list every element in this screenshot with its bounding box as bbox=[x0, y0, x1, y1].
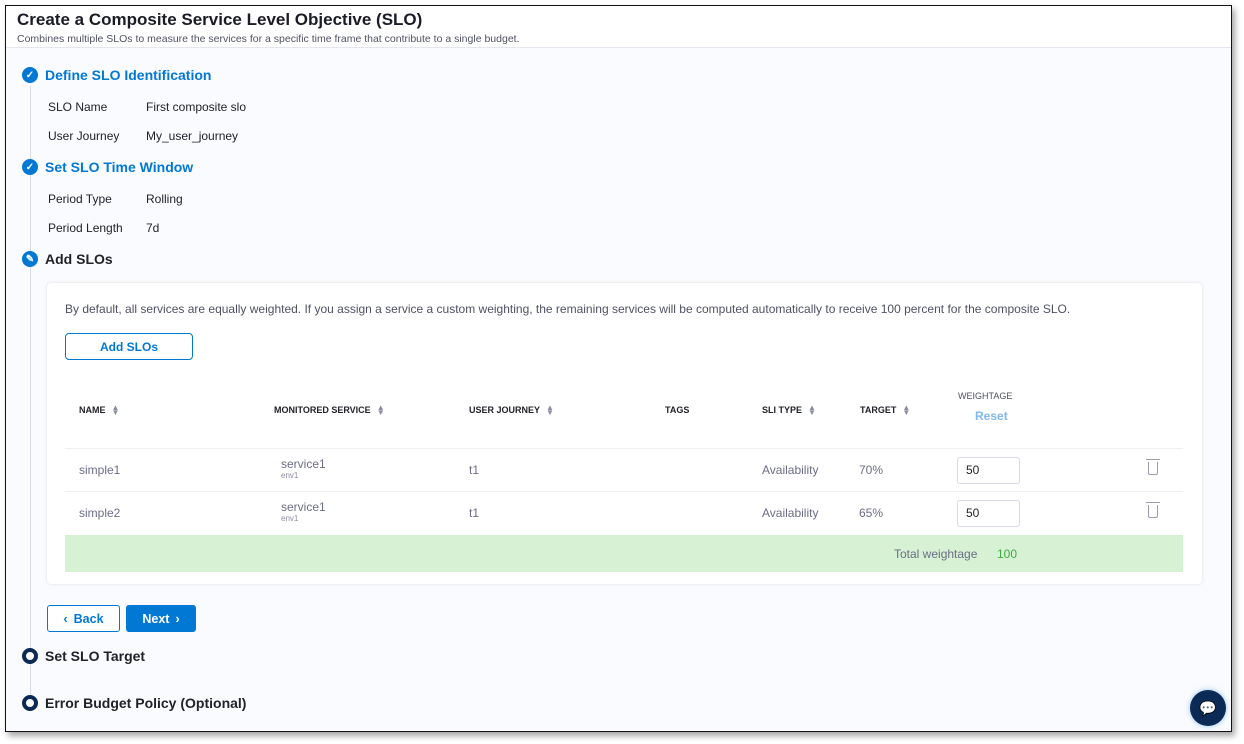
column-monitored-service[interactable]: MONITORED SERVICE ▲ ▼ bbox=[274, 403, 385, 417]
field-key: User Journey bbox=[48, 129, 120, 143]
step-label: Error Budget Policy (Optional) bbox=[45, 695, 247, 711]
monitored-service: service1 env1 bbox=[281, 457, 326, 480]
field-key: Period Length bbox=[48, 221, 123, 235]
field-key: SLO Name bbox=[48, 100, 108, 114]
sli-type: Availability bbox=[762, 506, 819, 520]
service-name: service1 bbox=[281, 500, 326, 514]
target: 65% bbox=[859, 506, 884, 520]
column-name[interactable]: NAME ▲ ▼ bbox=[79, 403, 120, 417]
env-name: env1 bbox=[281, 514, 299, 523]
slo-name: simple1 bbox=[79, 463, 121, 477]
env-name: env1 bbox=[281, 471, 299, 480]
sort-icon: ▲ ▼ bbox=[376, 403, 385, 417]
stepper-line bbox=[30, 86, 31, 706]
column-label: USER JOURNEY bbox=[469, 405, 541, 415]
add-slos-button[interactable]: Add SLOs bbox=[65, 333, 193, 360]
sort-icon: ▲ ▼ bbox=[902, 403, 911, 417]
step-add-slos[interactable]: ✎ Add SLOs bbox=[22, 251, 113, 267]
column-label: NAME bbox=[79, 405, 106, 415]
field-value: First composite slo bbox=[146, 100, 247, 114]
column-user-journey[interactable]: USER JOURNEY ▲ ▼ bbox=[469, 403, 554, 417]
column-label: TARGET bbox=[860, 405, 897, 415]
column-label: TAGS bbox=[665, 405, 690, 415]
help-chat-icon[interactable]: 💬 bbox=[1190, 690, 1226, 726]
trash-icon[interactable] bbox=[1146, 459, 1160, 475]
column-sli-type[interactable]: SLI TYPE ▲ ▼ bbox=[762, 403, 816, 417]
field-period-length: Period Length 7d bbox=[48, 221, 159, 235]
trash-icon[interactable] bbox=[1146, 502, 1160, 518]
weightage-input[interactable]: 50 bbox=[957, 457, 1020, 484]
check-icon: ✓ bbox=[22, 159, 38, 175]
check-icon: ✓ bbox=[22, 67, 38, 83]
weightage-input[interactable]: 50 bbox=[957, 500, 1020, 527]
user-journey: t1 bbox=[469, 506, 480, 520]
column-label: SLI TYPE bbox=[762, 405, 803, 415]
step-set-slo-target[interactable]: Set SLO Target bbox=[22, 648, 145, 664]
monitored-service: service1 env1 bbox=[281, 500, 326, 523]
back-label: Back bbox=[73, 611, 104, 626]
sli-type: Availability bbox=[762, 463, 819, 477]
step-label: Add SLOs bbox=[45, 251, 113, 267]
sort-icon: ▲ ▼ bbox=[808, 403, 816, 417]
field-key: Period Type bbox=[48, 192, 112, 206]
page-title: Create a Composite Service Level Objecti… bbox=[17, 10, 423, 29]
field-value: My_user_journey bbox=[146, 129, 239, 143]
column-label: MONITORED SERVICE bbox=[274, 405, 371, 415]
column-tags: TAGS bbox=[665, 405, 689, 415]
sort-icon: ▲ ▼ bbox=[111, 403, 120, 417]
field-period-type: Period Type Rolling bbox=[48, 192, 183, 206]
column-target[interactable]: TARGET ▲ ▼ bbox=[860, 403, 911, 417]
slo-name: simple2 bbox=[79, 506, 121, 520]
step-label: Define SLO Identification bbox=[45, 67, 212, 83]
pencil-icon: ✎ bbox=[22, 251, 38, 267]
total-weightage-value: 100 bbox=[997, 547, 1018, 561]
total-weightage-label: Total weightage bbox=[894, 547, 978, 561]
step-label: Set SLO Target bbox=[45, 648, 146, 664]
field-value: 7d bbox=[146, 221, 160, 235]
add-slos-card: By default, all services are equally wei… bbox=[47, 283, 1202, 584]
pending-step-icon bbox=[22, 648, 38, 664]
user-journey: t1 bbox=[469, 463, 480, 477]
step-define-slo-identification[interactable]: ✓ Define SLO Identification bbox=[22, 67, 211, 83]
field-slo-name: SLO Name First composite slo bbox=[48, 100, 246, 114]
weighting-info: By default, all services are equally wei… bbox=[65, 302, 1071, 316]
field-user-journey: User Journey My_user_journey bbox=[48, 129, 238, 143]
sort-icon: ▲ ▼ bbox=[546, 403, 554, 417]
target: 70% bbox=[859, 463, 884, 477]
page-subtitle: Combines multiple SLOs to measure the se… bbox=[17, 33, 520, 45]
field-value: Rolling bbox=[146, 192, 183, 206]
next-label: Next bbox=[142, 611, 170, 626]
chevron-left-icon: ‹ bbox=[63, 611, 68, 626]
total-weightage-bar: Total weightage 100 bbox=[65, 535, 1183, 572]
step-set-slo-time-window[interactable]: ✓ Set SLO Time Window bbox=[22, 159, 193, 175]
service-name: service1 bbox=[281, 457, 326, 471]
next-button[interactable]: Next › bbox=[126, 605, 196, 632]
table-row: simple2 service1 env1 t1 Availability 65%… bbox=[65, 491, 1183, 534]
table-row: simple1 service1 env1 t1 Availability 70%… bbox=[65, 448, 1183, 491]
back-button[interactable]: ‹ Back bbox=[47, 605, 120, 632]
column-weightage: WEIGHTAGE bbox=[958, 391, 1013, 401]
pending-step-icon bbox=[22, 695, 38, 711]
step-label: Set SLO Time Window bbox=[45, 159, 194, 175]
composite-slo-page: Create a Composite Service Level Objecti… bbox=[5, 5, 1232, 732]
reset-weightage-link[interactable]: Reset bbox=[975, 409, 1008, 423]
chevron-right-icon: › bbox=[175, 611, 180, 626]
page-header: Create a Composite Service Level Objecti… bbox=[6, 6, 1231, 48]
step-error-budget-policy[interactable]: Error Budget Policy (Optional) bbox=[22, 695, 246, 711]
